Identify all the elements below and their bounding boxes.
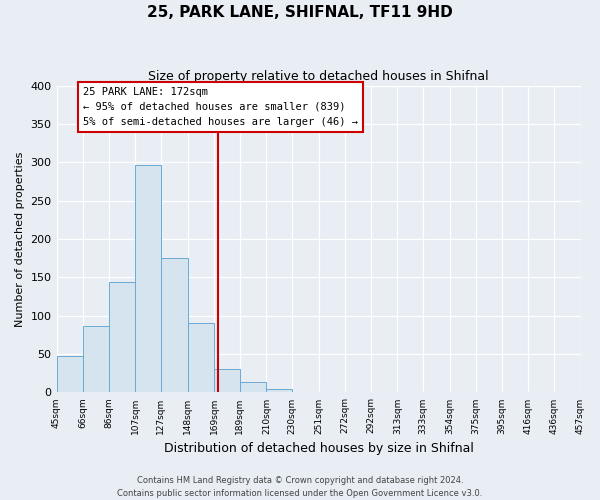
Text: 25 PARK LANE: 172sqm
← 95% of detached houses are smaller (839)
5% of semi-detac: 25 PARK LANE: 172sqm ← 95% of detached h… (83, 87, 358, 126)
Bar (136, 166, 161, 392)
Y-axis label: Number of detached properties: Number of detached properties (15, 152, 25, 326)
Text: Contains HM Land Registry data © Crown copyright and database right 2024.
Contai: Contains HM Land Registry data © Crown c… (118, 476, 482, 498)
Bar (109, 282, 136, 393)
Bar (188, 322, 214, 392)
Bar (214, 368, 239, 392)
Bar (161, 258, 188, 392)
Text: 25, PARK LANE, SHIFNAL, TF11 9HD: 25, PARK LANE, SHIFNAL, TF11 9HD (147, 5, 453, 20)
Bar (239, 382, 266, 392)
Bar (266, 388, 292, 392)
X-axis label: Distribution of detached houses by size in Shifnal: Distribution of detached houses by size … (164, 442, 473, 455)
Bar (83, 326, 109, 392)
Bar (56, 356, 83, 392)
Title: Size of property relative to detached houses in Shifnal: Size of property relative to detached ho… (148, 70, 489, 83)
